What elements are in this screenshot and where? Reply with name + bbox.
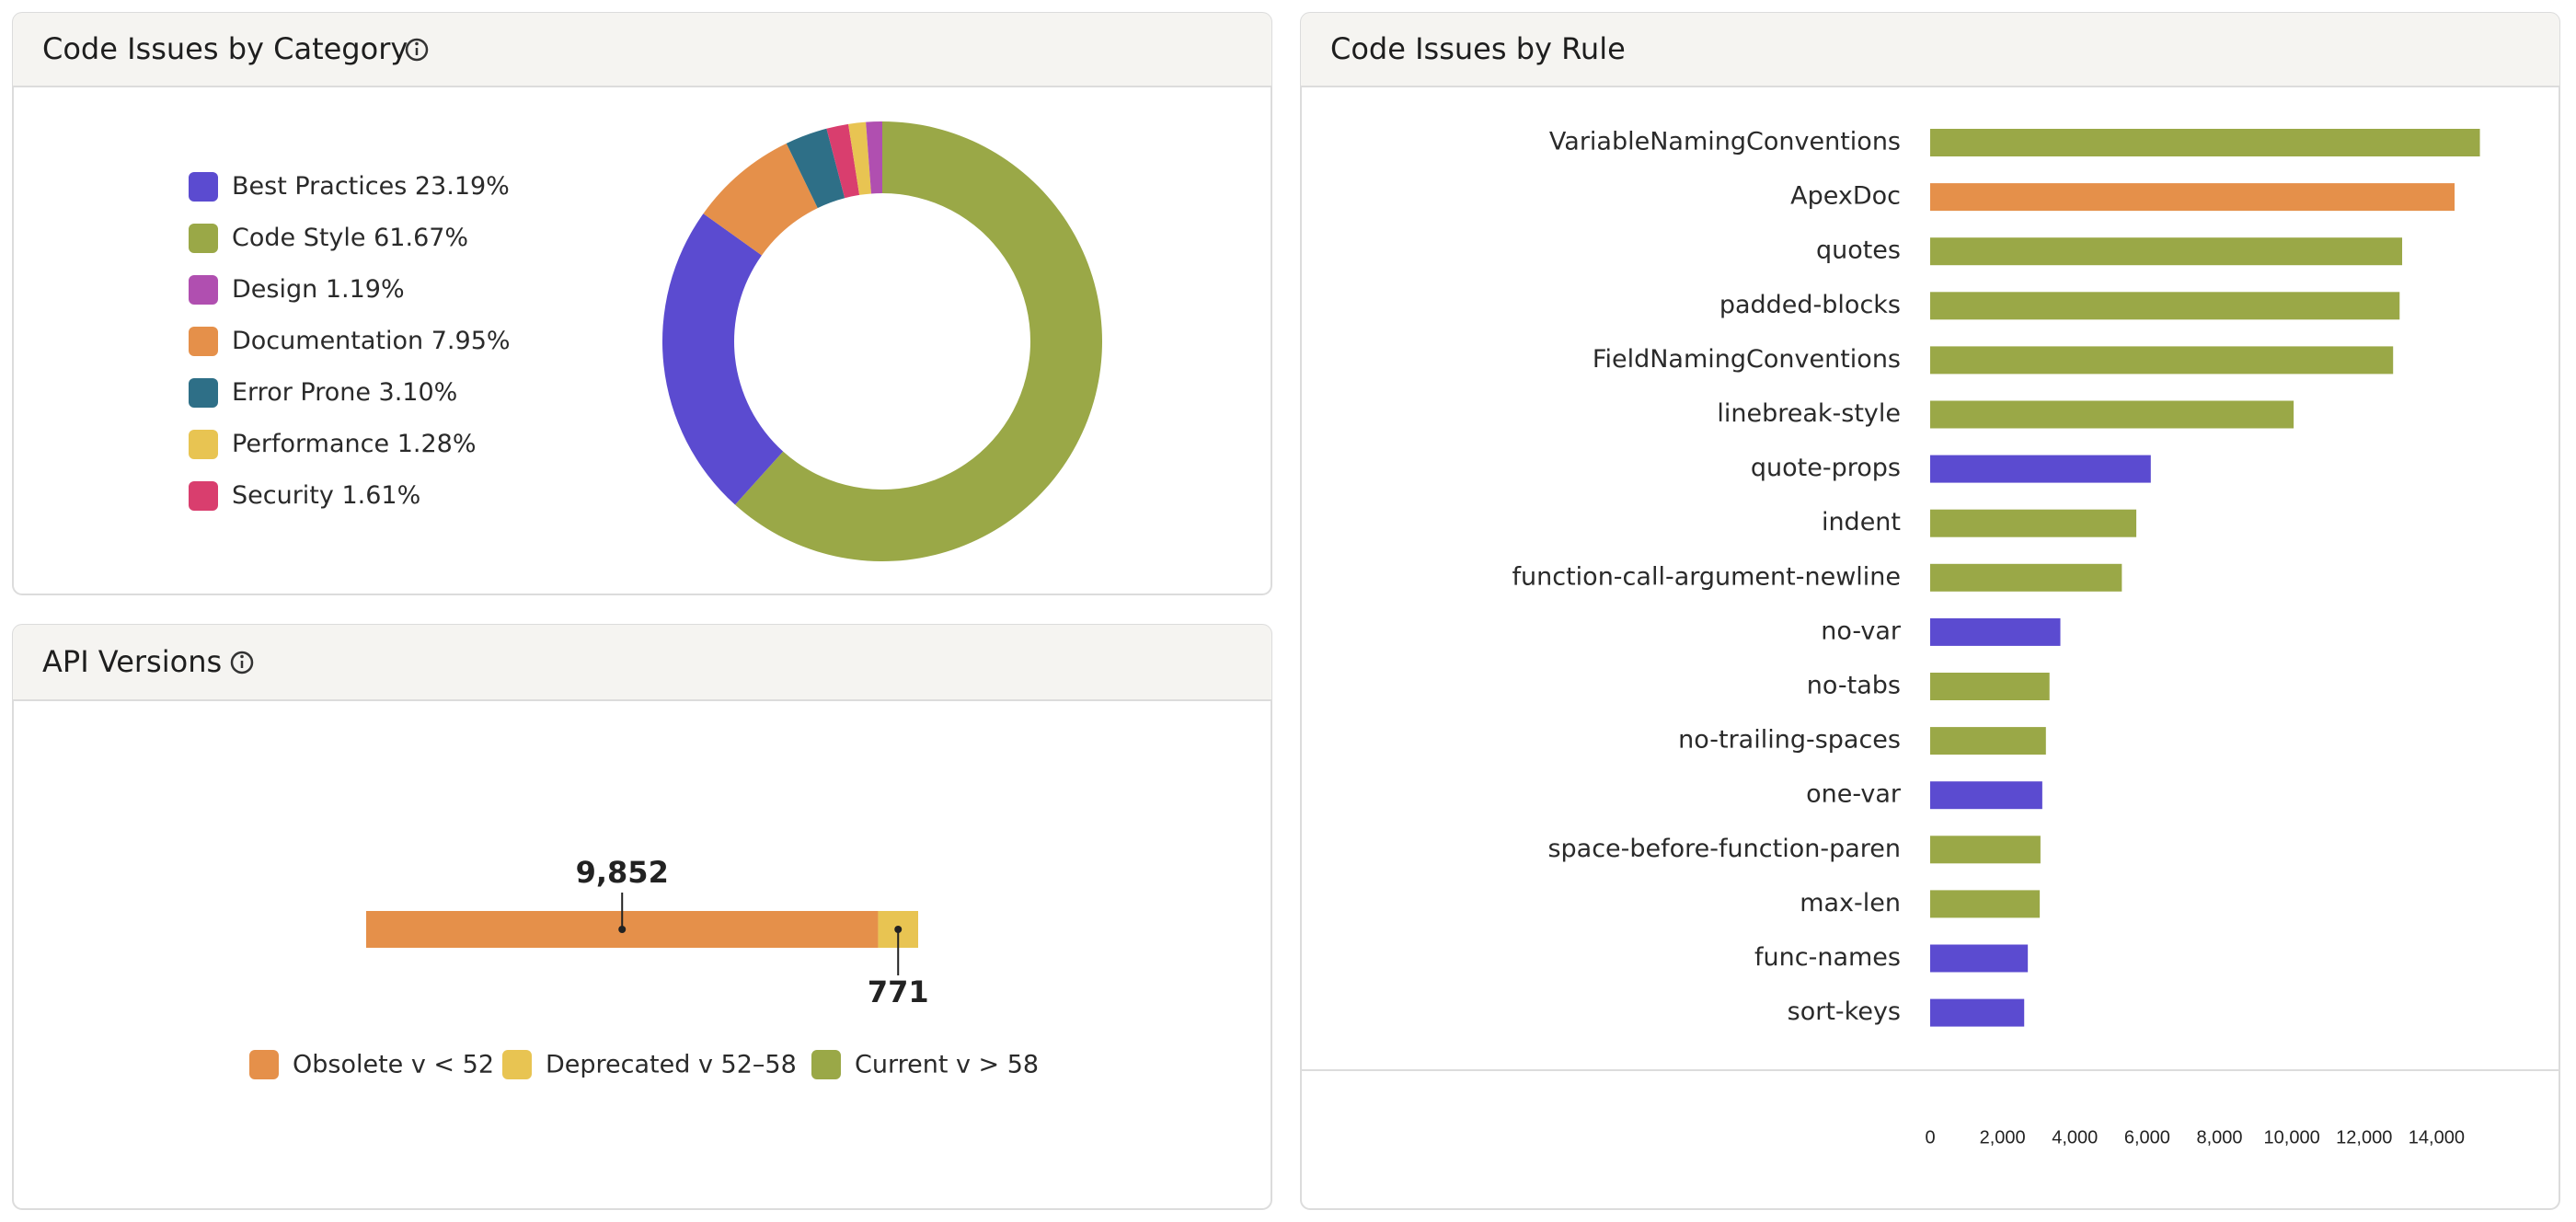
legend-value: 1.61% [341,481,420,510]
value-label: 9,852 [576,855,669,890]
panel-title: API Versions [42,644,222,679]
legend-value: 3.10% [379,378,458,407]
donut-slice [661,213,784,505]
bar [1930,237,2403,266]
legend-label: Current v > 58 [855,1051,1039,1079]
panel-title: Code Issues by Category [42,31,408,66]
legend-swatch [249,1050,279,1079]
y-tick-label: one-var [1806,780,1902,809]
donut-slice [703,143,818,256]
leader-dot [894,926,903,933]
x-tick-label: 4,000 [2052,1127,2098,1147]
x-tick-label: 0 [1925,1127,1935,1147]
y-tick-label: sort-keys [1788,997,1901,1026]
y-tick-label: linebreak-style [1717,399,1901,428]
bar [1930,400,2294,429]
y-tick-label: space-before-function-paren [1547,835,1901,863]
y-tick-label: max-len [1800,889,1901,917]
legend-swatch [189,172,218,202]
x-tick-label: 10,000 [2264,1127,2320,1147]
legend-value: 61.67% [374,224,468,252]
legend-swatch [502,1050,532,1079]
y-tick-label: no-tabs [1807,672,1901,700]
legend-name: Performance [232,430,389,458]
legend-name: Design [232,275,317,304]
x-tick-label: 6,000 [2124,1127,2170,1147]
y-tick-label: FieldNamingConventions [1593,345,1901,374]
legend-label: Best Practices 23.19% [232,172,510,201]
x-tick-label: 8,000 [2196,1127,2242,1147]
legend-value: 23.19% [415,172,510,201]
legend-swatch [189,430,218,459]
legend-value: 1.19% [326,275,405,304]
bar [1930,563,2122,592]
bar [1930,509,2137,537]
legend-label: Code Style 61.67% [232,224,468,252]
bar [1930,890,2041,918]
legend-swatch [811,1050,841,1079]
legend-name: Code Style [232,224,366,252]
y-tick-label: quote-props [1751,454,1901,482]
value-label: 771 [868,974,929,1009]
legend-name: Security [232,481,334,510]
legend-label: Performance 1.28% [232,430,476,458]
x-tick-label: 14,000 [2409,1127,2465,1147]
y-tick-label: VariableNamingConventions [1549,128,1901,156]
legend-swatch [189,481,218,511]
legend-name: Best Practices [232,172,407,201]
y-tick-label: no-var [1821,617,1902,645]
bar [1930,129,2480,156]
donut-slice [848,121,871,195]
bar [1930,346,2394,375]
y-tick-label: indent [1822,508,1901,536]
y-tick-label: function-call-argument-newline [1512,562,1901,591]
y-tick-label: no-trailing-spaces [1678,726,1901,755]
info-icon[interactable] [230,651,254,674]
legend-swatch [189,275,218,305]
bar [1930,836,2041,864]
bar [1930,944,2029,973]
donut-slice [866,121,882,194]
legend-value: 7.95% [431,327,511,355]
donut-slice [734,121,1103,562]
legend-swatch [189,378,218,408]
bar [1930,727,2046,755]
bar [1930,617,2061,646]
leader-dot [618,926,627,933]
bar [1930,781,2042,810]
bar [1930,183,2455,212]
legend-swatch [189,224,218,253]
legend-name: Documentation [232,327,423,355]
legend-label: Obsolete v < 52 [293,1051,494,1079]
panel-header [13,625,1271,700]
legend-name: Error Prone [232,378,371,407]
y-tick-label: quotes [1816,236,1901,265]
bar [1930,998,2025,1027]
bar [1930,673,2050,700]
x-tick-label: 12,000 [2336,1127,2392,1147]
y-tick-label: padded-blocks [1719,291,1901,319]
legend-label: Documentation 7.95% [232,327,511,355]
legend-label: Design 1.19% [232,275,405,304]
x-tick-label: 2,000 [1980,1127,2026,1147]
y-tick-label: ApexDoc [1790,182,1901,211]
legend-value: 1.28% [397,430,477,458]
legend-label: Error Prone 3.10% [232,378,457,407]
legend-label: Deprecated v 52–58 [546,1051,797,1079]
bar [1930,455,2151,483]
panel-header [1301,13,2559,86]
y-tick-label: func-names [1754,943,1901,972]
panel-title: Code Issues by Rule [1330,31,1626,66]
panel-header [13,13,1271,86]
legend-label: Security 1.61% [232,481,420,510]
donut-slice [826,123,860,199]
donut-slice [786,128,845,209]
info-icon[interactable] [405,38,429,62]
legend-swatch [189,327,218,356]
bar [1930,292,2400,320]
